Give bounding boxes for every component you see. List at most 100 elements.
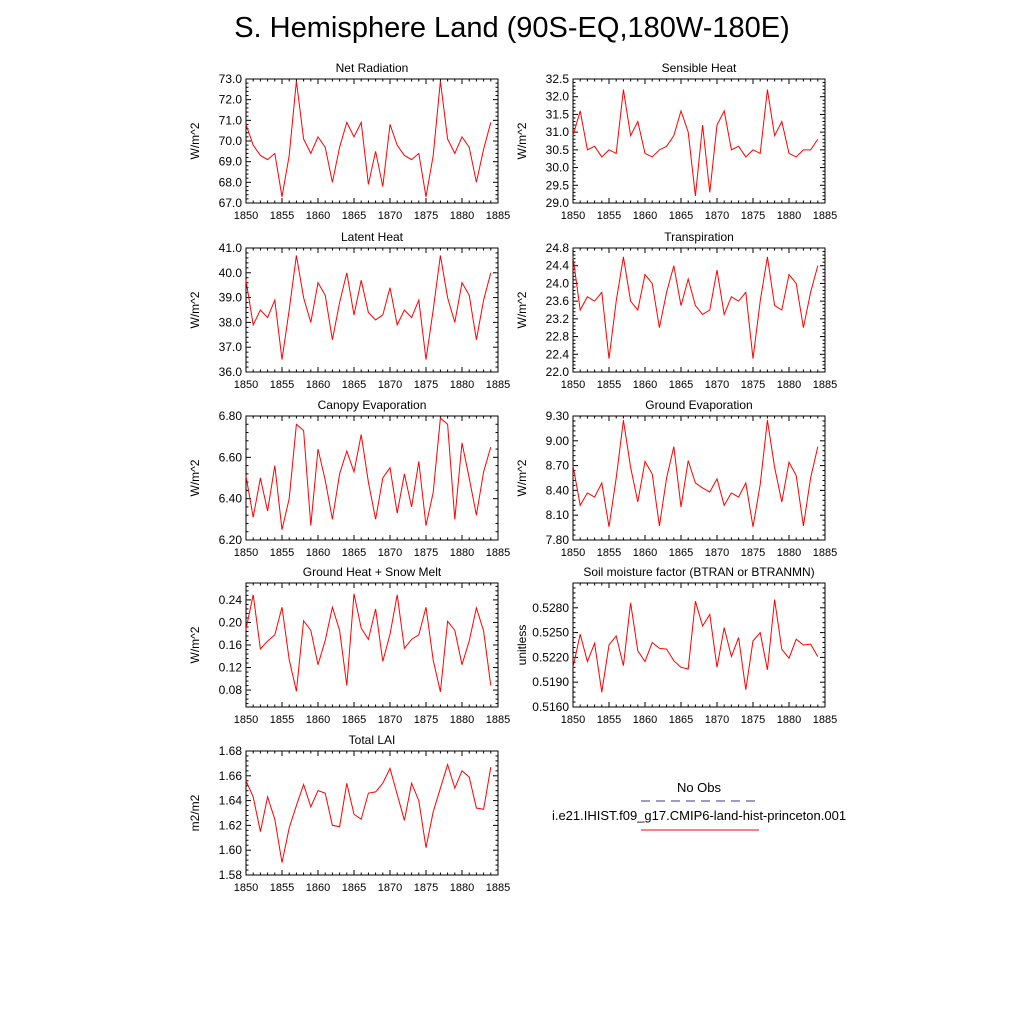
x-tick-label: 1865 [342,379,366,391]
y-tick-label: 0.16 [219,638,243,652]
x-tick-label: 1860 [633,547,657,559]
y-axis-label: W/m^2 [188,459,202,496]
chart-panel: Total LAI m2/m2 1850 1855 1860 1865 1870 1875 18… [188,733,510,894]
x-tick-label: 1860 [306,882,330,894]
x-tick-label: 1875 [414,882,438,894]
x-tick-label: 1870 [378,547,402,559]
x-tick-label: 1880 [777,714,801,726]
panel-title: Sensible Heat [662,61,737,75]
y-tick-label: 30.0 [546,161,570,175]
chart-panel: Net Radiation W/m^2 1850 1855 1860 1865 1870 18… [188,61,510,222]
x-tick-label: 1880 [450,714,474,726]
chart-panels: Net Radiation W/m^2 1850 1855 1860 1865 1870 18… [188,61,837,894]
x-tick-label: 1880 [450,379,474,391]
x-tick-label: 1875 [741,379,765,391]
chart-panel: Ground Heat + Snow Melt W/m^2 1850 1855 1860… [188,565,510,726]
plot-frame [572,415,826,541]
y-tick-label: 24.0 [546,276,570,290]
x-tick-label: 1850 [234,714,258,726]
y-tick-label: 73.0 [219,72,243,86]
x-tick-label: 1875 [414,379,438,391]
y-tick-label: 31.5 [546,107,570,121]
x-tick-label: 1865 [669,379,693,391]
y-tick-label: 37.0 [219,340,243,354]
series-line [572,599,819,693]
x-tick-label: 1865 [669,210,693,222]
y-tick-label: 6.40 [219,492,243,506]
y-tick-label: 30.5 [546,143,570,157]
x-tick-label: 1870 [705,714,729,726]
y-tick-label: 0.12 [219,661,243,675]
y-tick-label: 41.0 [219,241,243,255]
y-tick-label: 70.0 [219,134,243,148]
y-tick-label: 6.80 [219,409,243,423]
y-axis-label: m2/m2 [188,794,202,831]
series-line [245,417,492,530]
x-tick-label: 1875 [741,714,765,726]
y-tick-label: 36.0 [219,365,243,379]
x-tick-label: 1850 [561,379,585,391]
y-axis-label: W/m^2 [188,626,202,663]
y-tick-label: 24.4 [546,259,570,273]
x-tick-label: 1880 [777,210,801,222]
y-tick-label: 22.4 [546,347,570,361]
chart-panel: Latent Heat W/m^2 1850 1855 1860 1865 1870 1875… [188,230,510,391]
y-axis-label: W/m^2 [188,122,202,159]
y-tick-label: 9.00 [546,434,570,448]
legend-obs-label: No Obs [677,780,722,795]
x-tick-label: 1860 [633,379,657,391]
panel-title: Canopy Evaporation [318,398,427,412]
y-tick-label: 1.68 [219,744,243,758]
y-tick-label: 0.5220 [532,650,569,664]
x-tick-label: 1870 [705,379,729,391]
y-tick-label: 31.0 [546,125,570,139]
chart-panel: Sensible Heat W/m^2 1850 1855 1860 1865 1870 18… [515,61,837,222]
x-tick-label: 1885 [486,379,510,391]
y-tick-label: 29.0 [546,196,570,210]
series-line [245,593,492,692]
x-tick-label: 1885 [486,210,510,222]
x-tick-label: 1865 [669,547,693,559]
y-tick-label: 0.24 [219,593,243,607]
x-tick-label: 1870 [705,210,729,222]
panel-title: Latent Heat [341,230,404,244]
y-tick-label: 0.5190 [532,675,569,689]
plot-frame [245,750,499,876]
chart-legend: No Obs i.e21.IHIST.f09_g17.CMIP6-land-hi… [552,780,846,831]
x-tick-label: 1850 [234,547,258,559]
x-tick-label: 1850 [234,379,258,391]
x-tick-label: 1875 [741,210,765,222]
panel-title: Soil moisture factor (BTRAN or BTRANMN) [583,565,814,579]
x-tick-label: 1855 [270,210,294,222]
plot-frame [245,582,499,708]
y-tick-label: 0.08 [219,683,243,697]
y-tick-label: 6.60 [219,450,243,464]
x-tick-label: 1855 [597,210,621,222]
series-line [572,256,819,359]
y-axis-label: unitless [515,625,529,666]
y-tick-label: 0.5280 [532,601,569,615]
x-tick-label: 1860 [633,714,657,726]
y-axis-label: W/m^2 [188,291,202,328]
x-tick-label: 1860 [633,210,657,222]
x-tick-label: 1880 [450,547,474,559]
x-tick-label: 1870 [378,714,402,726]
y-tick-label: 68.0 [219,175,243,189]
series-line [245,762,492,863]
y-tick-label: 1.66 [219,769,243,783]
x-tick-label: 1870 [378,210,402,222]
y-tick-label: 40.0 [219,266,243,280]
x-tick-label: 1875 [741,547,765,559]
x-tick-label: 1865 [342,210,366,222]
y-tick-label: 7.80 [546,533,570,547]
x-tick-label: 1885 [486,547,510,559]
chart-panel: Transpiration W/m^2 1850 1855 1860 1865 1870 18… [515,230,837,391]
legend-model-label: i.e21.IHIST.f09_g17.CMIP6-land-hist-prin… [552,808,846,823]
x-tick-label: 1850 [234,882,258,894]
x-tick-label: 1875 [414,714,438,726]
x-tick-label: 1880 [450,882,474,894]
x-tick-label: 1885 [813,714,837,726]
x-tick-label: 1885 [813,547,837,559]
x-tick-label: 1865 [342,714,366,726]
y-tick-label: 32.0 [546,90,570,104]
